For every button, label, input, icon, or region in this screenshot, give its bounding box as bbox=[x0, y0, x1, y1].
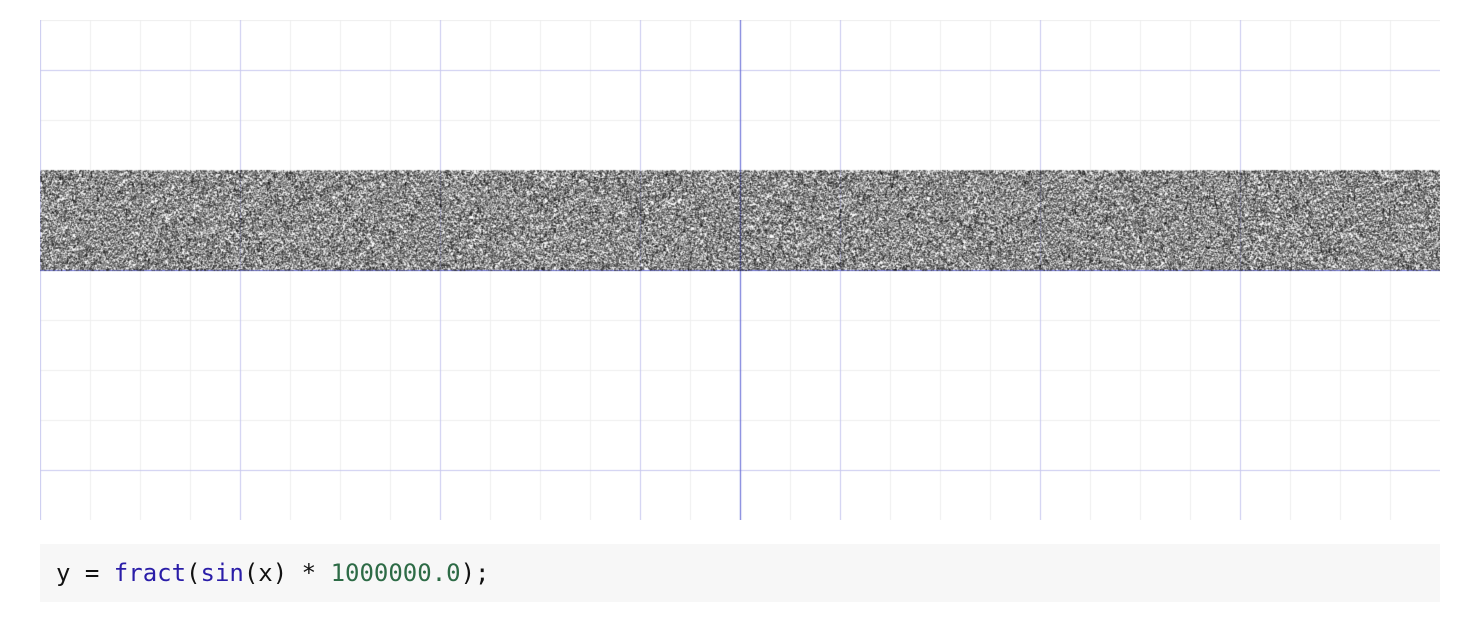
code-token-sin: sin bbox=[200, 559, 244, 587]
code-token-fract: fract bbox=[113, 559, 187, 587]
code-token-open-paren: ( bbox=[186, 559, 201, 587]
code-token-close: ); bbox=[460, 559, 490, 587]
code-token-number: 1000000.0 bbox=[330, 559, 461, 587]
code-token-x-times: (x) * bbox=[243, 559, 331, 587]
plot-canvas bbox=[40, 20, 1440, 520]
code-editor[interactable]: y = fract(sin(x) * 1000000.0); bbox=[40, 544, 1440, 602]
function-plot bbox=[40, 20, 1440, 520]
code-token-y-assign: y = bbox=[56, 559, 114, 587]
